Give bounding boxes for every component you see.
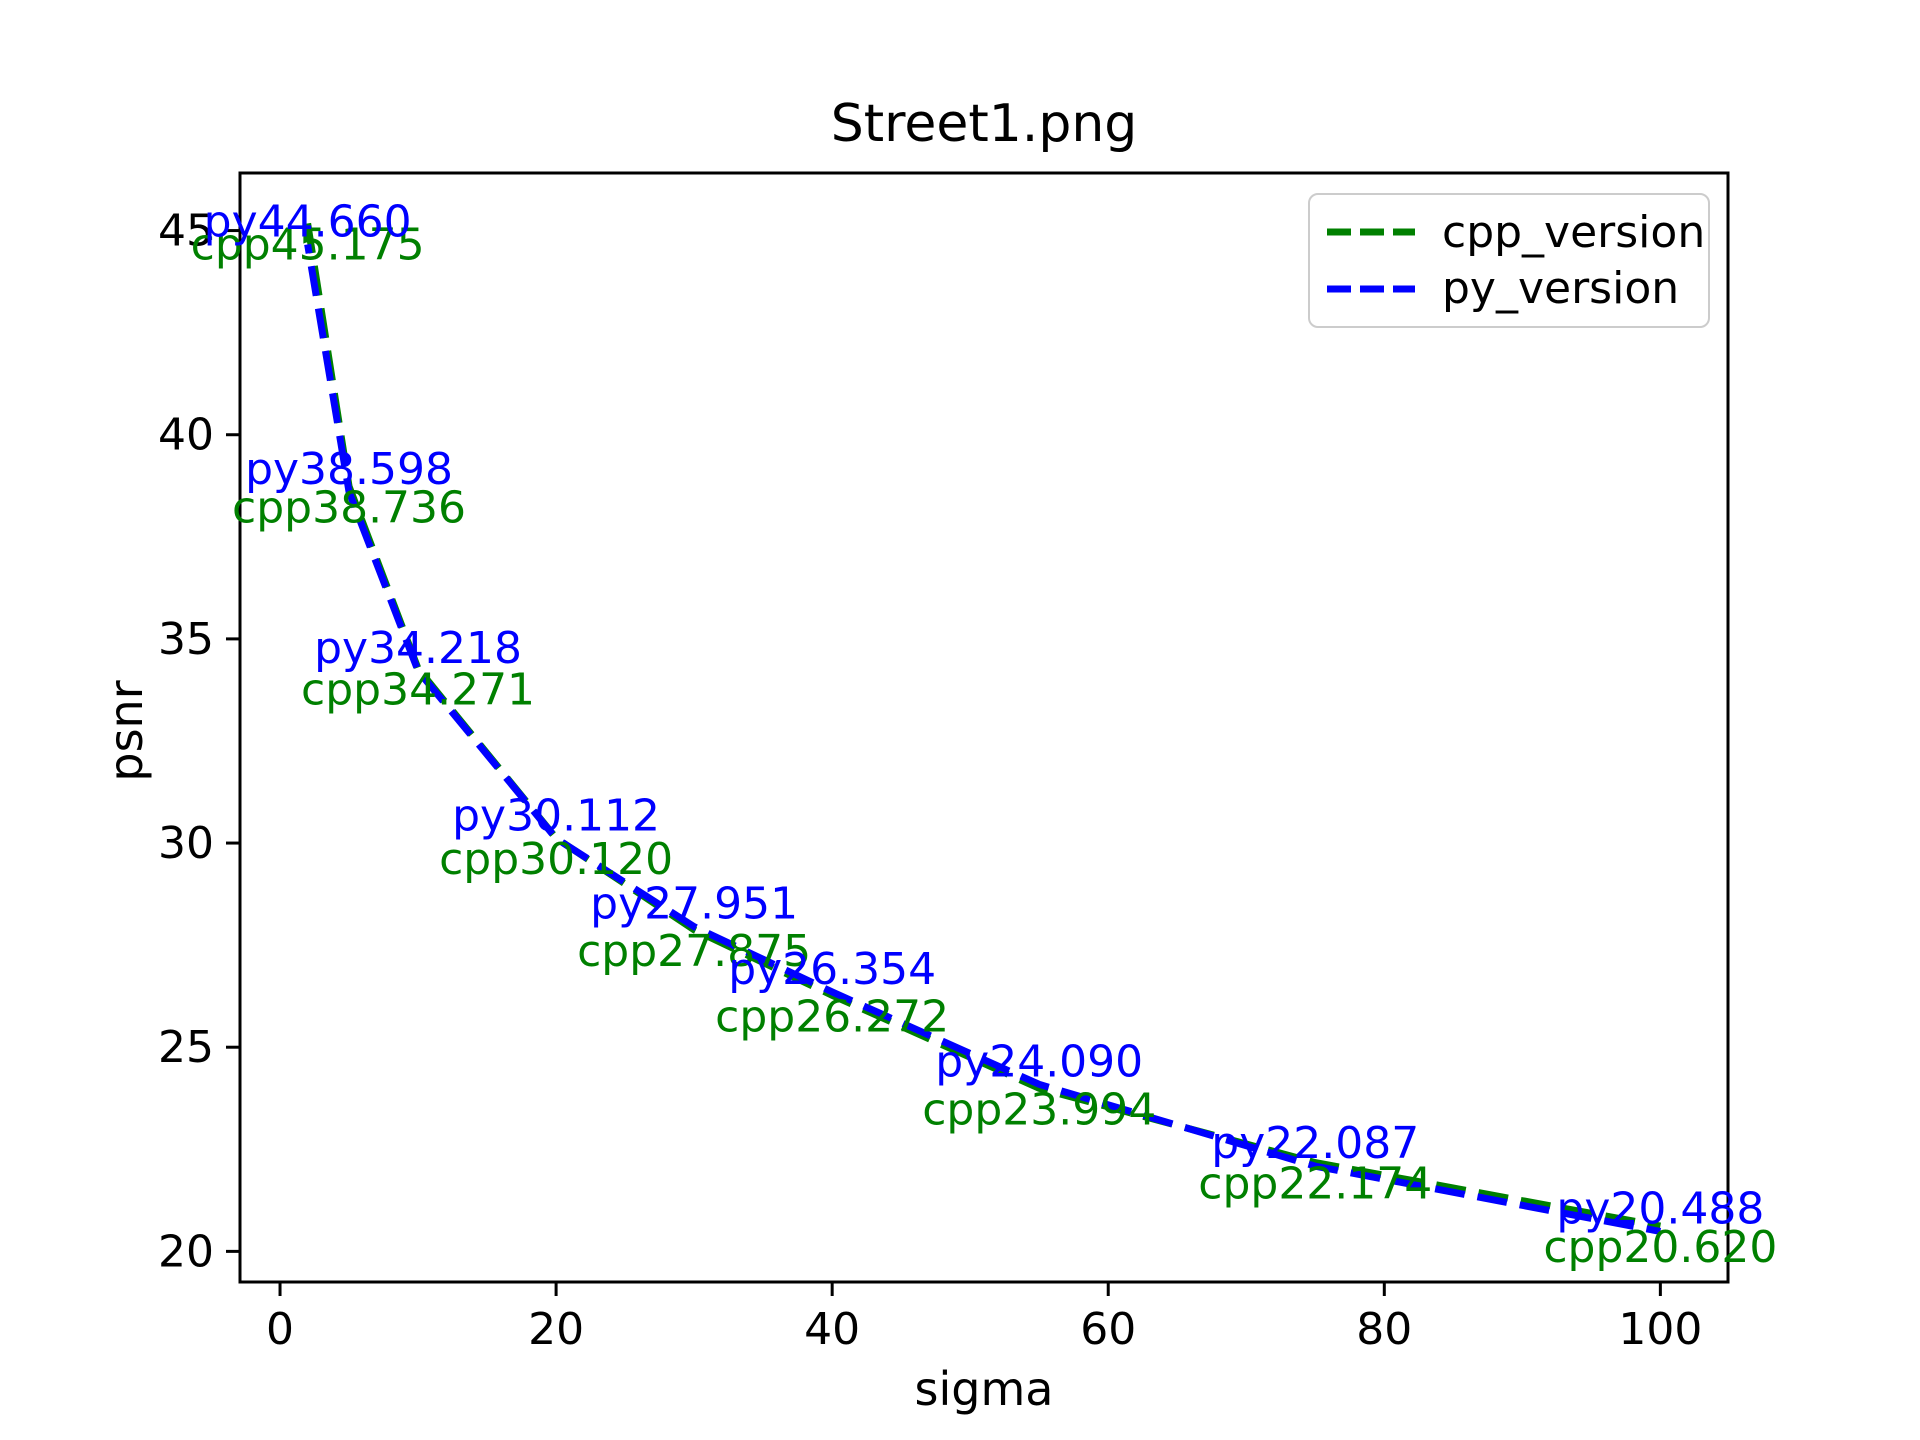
x-axis-label: sigma <box>914 1362 1054 1416</box>
y-tick-label: 40 <box>158 410 214 461</box>
y-tick-label: 35 <box>158 614 214 665</box>
legend-label-cpp-version: cpp_version <box>1442 206 1706 258</box>
axes-spines <box>238 171 1730 1284</box>
point-label-cpp: cpp27.875 <box>577 926 811 977</box>
legend-label-py-version: py_version <box>1442 263 1680 315</box>
y-tick-label: 45 <box>158 206 214 257</box>
legend: cpp_version py_version <box>1308 193 1710 328</box>
point-label-py: py44.660 <box>204 196 412 247</box>
point-label-cpp: cpp22.174 <box>1198 1159 1432 1210</box>
x-tick-label: 80 <box>1356 1304 1412 1355</box>
point-label-py: py20.488 <box>1556 1183 1764 1234</box>
point-label-cpp: cpp20.620 <box>1543 1222 1777 1273</box>
y-tick-label: 20 <box>158 1226 214 1277</box>
point-label-py: py22.087 <box>1211 1118 1419 1169</box>
y-axis-label: psnr <box>99 680 153 782</box>
y-tick-label: 30 <box>158 818 214 869</box>
cpp-dashed-line-icon <box>1327 228 1415 236</box>
legend-item-cpp-version: cpp_version <box>1326 207 1708 258</box>
point-label-cpp: cpp26.272 <box>715 991 949 1042</box>
point-label-py: py30.112 <box>452 790 660 841</box>
point-label-py: py26.354 <box>728 944 936 995</box>
x-tick-label: 20 <box>528 1304 584 1355</box>
legend-item-py-version: py_version <box>1326 263 1708 314</box>
x-tick-label: 60 <box>1080 1304 1136 1355</box>
x-tick-label: 0 <box>266 1304 294 1355</box>
point-label-cpp: cpp30.120 <box>439 834 673 885</box>
x-tick-label: 100 <box>1618 1304 1702 1355</box>
point-label-py: py27.951 <box>590 879 798 930</box>
series-line-py_version <box>304 243 1662 1235</box>
point-label-cpp: cpp38.736 <box>232 482 466 533</box>
point-label-cpp: cpp34.271 <box>301 665 535 716</box>
point-label-cpp: cpp45.175 <box>191 219 425 270</box>
point-label-py: py34.218 <box>314 623 522 674</box>
y-tick-label: 25 <box>158 1022 214 1073</box>
py-dashed-line-icon <box>1327 285 1415 293</box>
point-label-cpp: cpp23.994 <box>922 1084 1156 1135</box>
chart-title: Street1.png <box>830 94 1138 154</box>
point-label-py: py24.090 <box>935 1036 1143 1087</box>
point-label-py: py38.598 <box>245 444 453 495</box>
x-tick-label: 40 <box>804 1304 860 1355</box>
